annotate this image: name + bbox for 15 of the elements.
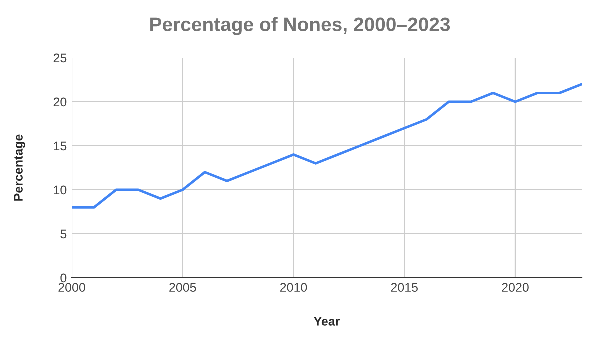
x-tick-label: 2000	[58, 283, 86, 292]
y-tick-label: 25	[54, 54, 67, 63]
line-series	[72, 83, 582, 209]
x-tick-label: 2010	[280, 283, 308, 292]
y-tick-label: 15	[54, 142, 67, 151]
y-tick-label: 5	[60, 230, 67, 239]
x-tick-label: 2005	[170, 283, 196, 292]
x-tick-label: 2015	[391, 283, 418, 292]
y-axis-title: Percentage	[14, 134, 26, 201]
x-tick-label: 2020	[502, 283, 529, 292]
chart-title: Percentage of Nones, 2000–2023	[150, 17, 450, 36]
x-axis-title: Year	[314, 317, 340, 326]
y-tick-label: 10	[54, 186, 67, 195]
y-tick-label: 0	[60, 274, 67, 283]
y-tick-label: 20	[54, 98, 67, 107]
